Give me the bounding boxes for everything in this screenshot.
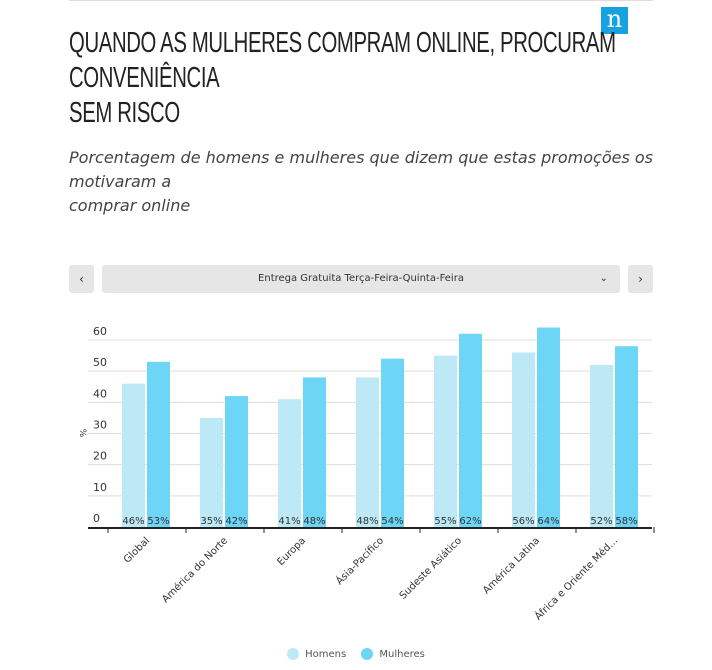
selected-option: Entrega Gratuita Terça-Feira-Quinta-Feir…: [258, 273, 464, 284]
subtitle-line: Porcentagem de homens e mulheres que diz…: [69, 148, 654, 167]
data-label: 41%: [278, 516, 300, 527]
top-divider: [69, 0, 653, 1]
data-label: 55%: [434, 516, 456, 527]
bar-chart: 0 10 20 30 40 50 60% 46% 53% Global 35% 42% América …: [77, 325, 655, 623]
y-tick-label: 60: [93, 325, 107, 338]
title-line: QUANDO AS MULHERES COMPRAM ONLINE, PROCU…: [69, 27, 616, 59]
x-tick-label: Europa: [275, 535, 308, 568]
bar-homens: [512, 352, 535, 527]
promotion-select[interactable]: Entrega Gratuita Terça-Feira-Quinta-Feir…: [102, 265, 620, 293]
data-label: 42%: [225, 516, 247, 527]
legend-label: Mulheres: [379, 648, 425, 660]
bar-mulheres: [537, 327, 560, 527]
nielsen-logo: n: [601, 7, 628, 34]
y-tick-label: 40: [93, 387, 107, 400]
legend-swatch: [361, 648, 374, 660]
y-tick-label: 20: [93, 450, 107, 463]
bar-homens: [200, 417, 223, 527]
bar-mulheres: [147, 361, 170, 527]
x-tick-label: América Latina: [480, 535, 542, 597]
x-tick-label: Global: [122, 535, 152, 565]
bar-mulheres: [459, 333, 482, 527]
x-tick-label: Ásia-Pacífico: [333, 534, 386, 587]
bar-mulheres: [225, 396, 248, 527]
data-label: 53%: [147, 516, 169, 527]
chevron-down-icon: ⌄: [599, 273, 608, 284]
x-tick-label: América do Norte: [160, 535, 231, 606]
data-label: 52%: [590, 516, 612, 527]
data-label: 58%: [615, 516, 637, 527]
x-tick-label: Sudeste Asiático: [397, 535, 464, 602]
previous-button[interactable]: ‹: [69, 265, 94, 293]
subtitle: Porcentagem de homens e mulheres que diz…: [69, 146, 654, 218]
y-tick-label: 0: [93, 512, 100, 525]
data-label: 54%: [381, 516, 403, 527]
y-tick-label: 30: [93, 419, 107, 432]
data-label: 48%: [356, 516, 378, 527]
data-label: 35%: [200, 516, 222, 527]
legend: Homens Mulheres: [0, 648, 712, 663]
data-label: 48%: [303, 516, 325, 527]
legend-swatch: [287, 648, 300, 660]
bar-mulheres: [303, 377, 326, 527]
bar-homens: [434, 355, 457, 527]
data-label: 46%: [122, 516, 144, 527]
x-tick-label: África e Oriente Méd...: [532, 534, 621, 623]
bar-mulheres: [381, 358, 404, 527]
data-label: 64%: [537, 516, 559, 527]
title-line: SEM RISCO: [69, 97, 180, 129]
legend-label: Homens: [305, 648, 347, 660]
bar-homens: [122, 383, 145, 527]
legend-item-mulheres[interactable]: Mulheres: [361, 648, 425, 660]
legend-item-homens[interactable]: Homens: [287, 648, 346, 660]
data-label: 56%: [512, 516, 534, 527]
page-title: QUANDO AS MULHERES COMPRAM ONLINE, PROCU…: [69, 26, 616, 131]
bar-mulheres: [615, 346, 638, 527]
y-axis-label: %: [77, 429, 87, 438]
y-tick-label: 50: [93, 356, 107, 369]
next-button[interactable]: ›: [628, 265, 653, 293]
bar-homens: [356, 377, 379, 527]
bar-homens: [590, 364, 613, 527]
y-tick-label: 10: [93, 481, 107, 494]
title-line: CONVENIÊNCIA: [69, 62, 220, 94]
bar-homens: [278, 399, 301, 527]
subtitle-line: comprar online: [69, 196, 191, 215]
subtitle-line: motivaram a: [69, 172, 172, 191]
data-label: 62%: [459, 516, 481, 527]
